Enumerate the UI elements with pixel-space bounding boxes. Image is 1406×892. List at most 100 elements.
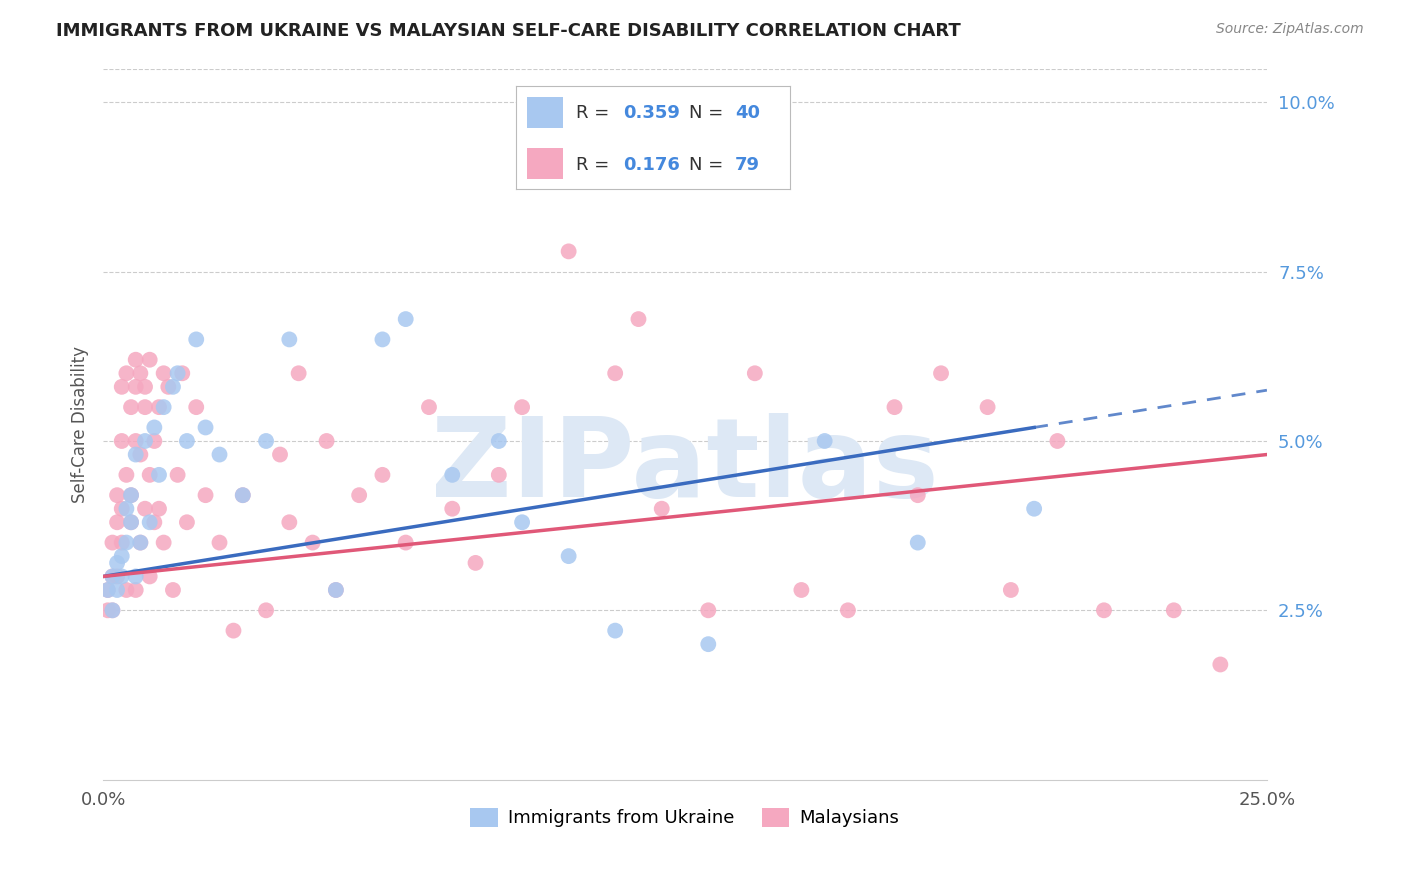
Point xyxy=(138,569,160,583)
Point xyxy=(134,501,156,516)
Point xyxy=(186,400,208,414)
Point xyxy=(744,366,766,380)
Point xyxy=(488,434,510,448)
Legend: Immigrants from Ukraine, Malaysians: Immigrants from Ukraine, Malaysians xyxy=(463,801,907,835)
Point xyxy=(488,467,510,482)
Point xyxy=(134,380,156,394)
Point xyxy=(186,333,208,347)
Point xyxy=(557,244,579,259)
Point xyxy=(510,400,533,414)
Point xyxy=(464,556,486,570)
Point xyxy=(125,380,148,394)
Point xyxy=(907,488,929,502)
Point xyxy=(1163,603,1185,617)
Point xyxy=(605,366,627,380)
Point xyxy=(148,400,170,414)
Point xyxy=(115,582,138,597)
Point xyxy=(148,467,170,482)
Point xyxy=(111,501,134,516)
Point xyxy=(315,434,337,448)
Point xyxy=(115,535,138,549)
Point xyxy=(371,333,394,347)
Point xyxy=(97,582,120,597)
Point xyxy=(162,380,184,394)
Point xyxy=(194,420,217,434)
Point xyxy=(301,535,323,549)
Point xyxy=(557,549,579,563)
Point xyxy=(120,488,142,502)
Point xyxy=(111,380,134,394)
Y-axis label: Self-Care Disability: Self-Care Disability xyxy=(72,345,89,502)
Point xyxy=(97,603,120,617)
Point xyxy=(1000,582,1022,597)
Point xyxy=(325,582,347,597)
Text: IMMIGRANTS FROM UKRAINE VS MALAYSIAN SELF-CARE DISABILITY CORRELATION CHART: IMMIGRANTS FROM UKRAINE VS MALAYSIAN SEL… xyxy=(56,22,960,40)
Point xyxy=(254,603,277,617)
Point xyxy=(125,434,148,448)
Point xyxy=(125,448,148,462)
Point xyxy=(101,535,124,549)
Point xyxy=(129,535,152,549)
Point xyxy=(101,603,124,617)
Point xyxy=(1209,657,1232,672)
Point xyxy=(138,352,160,367)
Point xyxy=(111,569,134,583)
Point xyxy=(152,400,174,414)
Point xyxy=(115,467,138,482)
Point xyxy=(129,448,152,462)
Text: Source: ZipAtlas.com: Source: ZipAtlas.com xyxy=(1216,22,1364,37)
Point xyxy=(134,434,156,448)
Point xyxy=(129,535,152,549)
Point xyxy=(125,582,148,597)
Point xyxy=(194,488,217,502)
Point xyxy=(120,400,142,414)
Point xyxy=(176,515,198,529)
Point xyxy=(152,366,174,380)
Point xyxy=(125,352,148,367)
Point xyxy=(627,312,650,326)
Point xyxy=(143,434,166,448)
Point xyxy=(143,420,166,434)
Point xyxy=(115,501,138,516)
Point xyxy=(166,467,188,482)
Point xyxy=(152,535,174,549)
Point xyxy=(208,535,231,549)
Point xyxy=(347,488,370,502)
Point xyxy=(105,515,128,529)
Point xyxy=(105,556,128,570)
Point xyxy=(125,569,148,583)
Point xyxy=(120,488,142,502)
Point xyxy=(232,488,254,502)
Point xyxy=(907,535,929,549)
Point xyxy=(325,582,347,597)
Point xyxy=(111,549,134,563)
Point xyxy=(101,603,124,617)
Point xyxy=(651,501,673,516)
Point xyxy=(120,515,142,529)
Point xyxy=(510,515,533,529)
Point xyxy=(790,582,813,597)
Point xyxy=(287,366,309,380)
Point xyxy=(162,582,184,597)
Point xyxy=(929,366,952,380)
Point xyxy=(1046,434,1069,448)
Point xyxy=(101,569,124,583)
Point xyxy=(111,434,134,448)
Point xyxy=(278,515,301,529)
Point xyxy=(976,400,998,414)
Point xyxy=(1092,603,1115,617)
Point xyxy=(176,434,198,448)
Point xyxy=(441,501,464,516)
Point xyxy=(697,603,720,617)
Point xyxy=(157,380,180,394)
Point xyxy=(148,501,170,516)
Point xyxy=(883,400,905,414)
Point xyxy=(138,515,160,529)
Point xyxy=(837,603,859,617)
Point xyxy=(278,333,301,347)
Point xyxy=(101,569,124,583)
Point xyxy=(172,366,194,380)
Point xyxy=(254,434,277,448)
Point xyxy=(105,569,128,583)
Point xyxy=(208,448,231,462)
